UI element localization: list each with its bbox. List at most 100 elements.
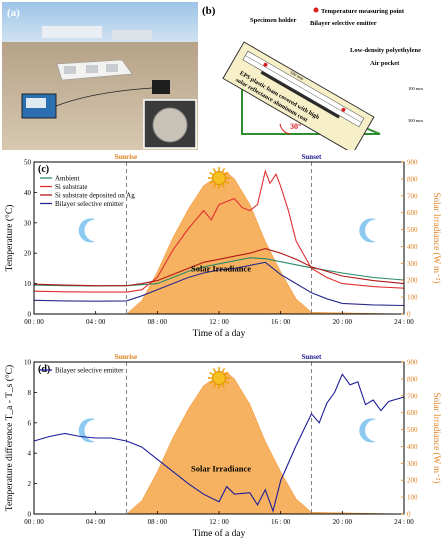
building [112, 30, 152, 40]
sun-ray [212, 183, 217, 188]
sun-ray [221, 383, 226, 388]
legend-label: Si substrate deposited on Ag [55, 192, 135, 200]
series-line-2 [33, 248, 405, 287]
legend-label: Bilayer selective emitter [55, 367, 124, 375]
moon-icon [359, 418, 377, 443]
panel-label: (c) [38, 164, 49, 175]
y2-axis-label: Solar Irradiance (W m⁻²) [432, 193, 442, 284]
irradiance-annotation: Solar Irradiance [191, 463, 251, 473]
sun-ray [224, 380, 229, 385]
irradiance-area [34, 171, 405, 315]
legend-label: Bilayer selective emitter [55, 200, 124, 208]
sun-ray [224, 171, 229, 176]
y2-tick-label: 900 [407, 159, 418, 167]
y-tick-label: 40 [24, 189, 32, 197]
sun-icon [212, 171, 226, 185]
chart-d: Sunrise Sunset Solar Irradiance 00 : 00 04 :… [4, 353, 442, 539]
y2-axis-label: Solar Irradiance (W m⁻²) [432, 393, 442, 484]
x-tick-label: 24 : 00 [394, 518, 414, 526]
series-line-1 [33, 169, 405, 293]
x-tick-label: 20 : 00 [333, 518, 353, 526]
sample-disc [152, 107, 188, 143]
x-tick-label: 08 : 00 [148, 518, 168, 526]
y-tick-label: 50 [24, 159, 32, 167]
irradiance-annotation: Solar Irradiance [191, 263, 251, 273]
y2-tick-label: 0 [407, 511, 411, 519]
moon-icon [78, 218, 96, 243]
sun-ray [209, 180, 214, 185]
photo-panel: (a) [2, 2, 198, 150]
x-tick-label: 04 : 00 [86, 318, 106, 326]
x-tick-label: 12 : 00 [209, 518, 229, 526]
cable [55, 87, 153, 107]
sun-ray [212, 168, 217, 173]
legend-label: Si substrate [55, 183, 87, 191]
sun-ray [221, 183, 226, 188]
x-tick-label: 08 : 00 [148, 318, 168, 326]
sun-ray [221, 368, 226, 373]
specimen-holder-box: 500 mm EPS plastic foam covered with hig… [222, 41, 375, 155]
y2-tick-label: 100 [407, 494, 418, 502]
y2-tick-label: 700 [407, 192, 418, 200]
y2-tick-label: 600 [407, 409, 418, 417]
sun-ray [212, 383, 217, 388]
y-tick-label: 0 [28, 511, 32, 519]
series-line-0 [33, 373, 405, 513]
moon-icon [78, 418, 96, 443]
y-axis-label: Temperature (°C) [4, 205, 15, 272]
sun-ray [209, 380, 214, 385]
y2-tick-label: 300 [407, 460, 418, 468]
sun-icon [212, 371, 226, 385]
x-tick-label: 00 : 00 [24, 318, 44, 326]
datalogger-box [152, 80, 170, 94]
y2-tick-label: 600 [407, 209, 418, 217]
plot-frame [33, 161, 405, 315]
y-tick-label: 10 [24, 280, 32, 288]
y-tick-label: 20 [24, 250, 32, 258]
specimen [106, 64, 118, 72]
sunrise-label: Sunrise [115, 153, 138, 161]
x-tick-label: 20 : 00 [333, 318, 353, 326]
x-tick-label: 16 : 00 [271, 518, 291, 526]
y2-tick-label: 500 [407, 426, 418, 434]
thermometer-screen [26, 98, 46, 108]
y2-tick-label: 900 [407, 359, 418, 367]
panel-b-label: (b) [202, 5, 216, 17]
y-tick-label: 30 [24, 219, 32, 227]
y2-tick-label: 400 [407, 443, 418, 451]
rooftop-photo: (a) [2, 2, 198, 150]
sun-ray [221, 168, 226, 173]
sun-ray [209, 171, 214, 176]
series-line-3 [33, 261, 405, 307]
specimen [86, 65, 98, 73]
angle-label: 30° [290, 122, 301, 131]
label-ldpe: Low-density polyethylene [350, 47, 421, 54]
sun-ray [224, 371, 229, 376]
y-axis-label: Temperature difference T_a - T_s (°C) [4, 365, 15, 511]
y2-tick-label: 500 [407, 226, 418, 234]
x-tick-label: 12 : 00 [209, 318, 229, 326]
y2-tick-label: 700 [407, 392, 418, 400]
sun-ray [212, 368, 217, 373]
building [42, 26, 102, 38]
dim-side-2: 300 mm [408, 118, 423, 123]
y-tick-label: 4 [28, 450, 32, 458]
x-tick-label: 24 : 00 [394, 318, 414, 326]
y-tick-label: 6 [28, 419, 32, 427]
chart-c: Sunrise Sunset Solar Irradiance 00 : 00 04 :… [4, 153, 442, 339]
sunset-label: Sunset [302, 353, 323, 361]
dim-side-1: 100 mm [408, 86, 423, 91]
x-tick-label: 00 : 00 [24, 518, 44, 526]
sun-ray [224, 180, 229, 185]
moon-icon [359, 218, 377, 243]
sun-ray [209, 371, 214, 376]
sunrise-label: Sunrise [115, 353, 138, 361]
irradiance-area [34, 371, 405, 515]
specimen [64, 66, 76, 74]
plot-frame [33, 361, 405, 515]
y2-tick-label: 800 [407, 175, 418, 183]
label-bilayer-emitter: Bilayer selective emitter [310, 20, 377, 27]
y2-tick-label: 300 [407, 260, 418, 268]
panel-label: (d) [38, 364, 50, 375]
series-line-0 [33, 257, 405, 287]
